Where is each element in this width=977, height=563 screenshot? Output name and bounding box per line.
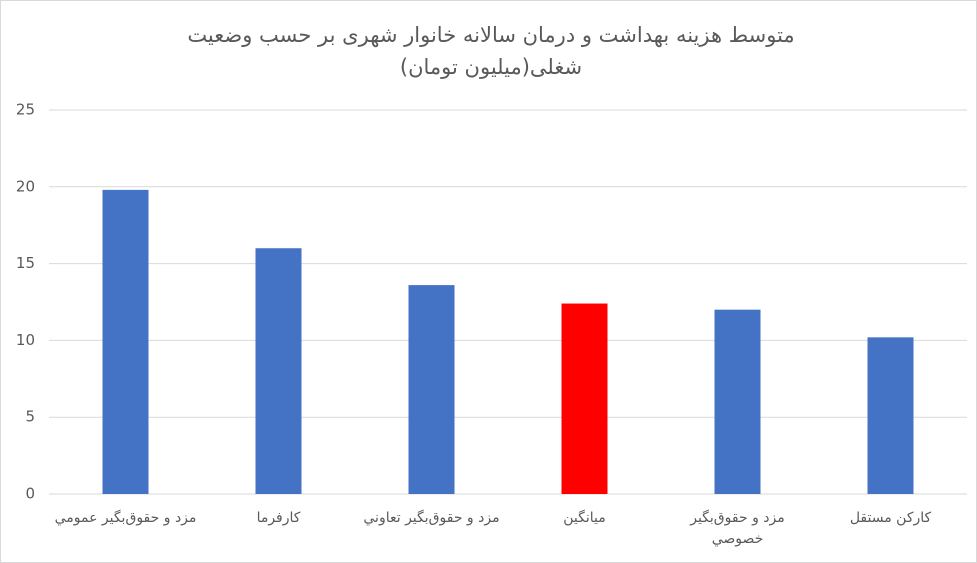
y-tick-label: 5 [25, 408, 35, 426]
x-tick-label: میانگین [563, 510, 606, 526]
bar [714, 309, 761, 494]
x-tick-label: مزد و حقوق‌بگیر عمومي [54, 510, 197, 526]
bar [408, 285, 455, 494]
x-tick-label: کارفرما [256, 510, 301, 526]
x-tick-label: مزد و حقوق‌بگیر تعاوني [363, 510, 500, 526]
chart-title: متوسط هزینه بهداشت و درمان سالانه خانوار… [187, 23, 795, 79]
x-tick-label: کارکن مستقل [849, 510, 932, 526]
x-tick-label: مزد و حقوق‌بگیر خصوصي [690, 510, 785, 547]
y-tick-label: 20 [16, 177, 35, 195]
bar [867, 337, 914, 494]
bar [102, 189, 149, 494]
y-tick-label: 0 [25, 485, 35, 503]
bar [255, 248, 302, 494]
y-tick-label: 25 [16, 101, 35, 119]
y-tick-label: 10 [16, 331, 35, 349]
bar [561, 303, 608, 494]
y-tick-label: 15 [16, 254, 35, 272]
